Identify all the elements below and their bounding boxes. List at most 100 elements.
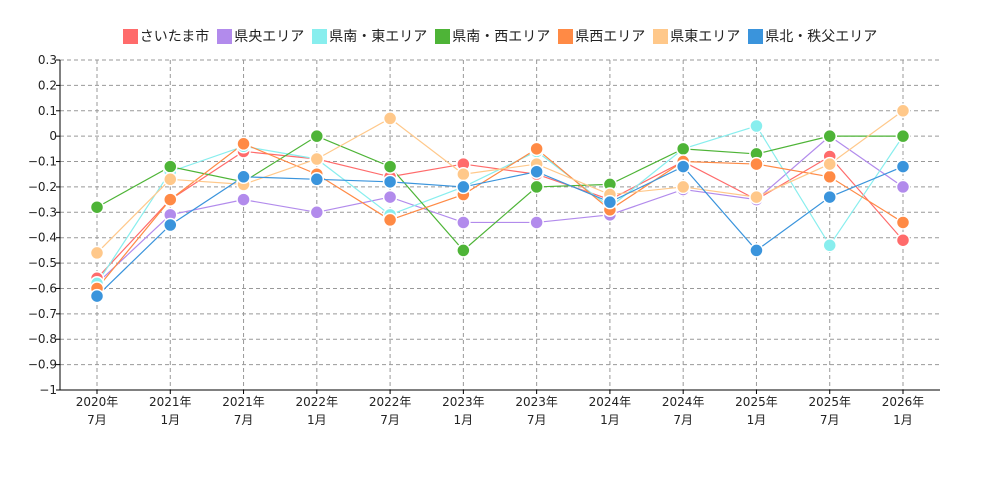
y-tick-label: −0.7 — [28, 307, 57, 321]
legend-item[interactable]: 県央エリア — [217, 26, 304, 46]
x-tick-label: 2021年 — [149, 395, 192, 409]
data-point — [602, 194, 618, 210]
data-point — [163, 159, 178, 174]
data-point — [822, 128, 837, 144]
legend-item[interactable]: 県西エリア — [558, 26, 645, 46]
y-tick-label: −0.6 — [28, 281, 57, 295]
legend-label: さいたま市 — [139, 29, 210, 45]
data-point — [822, 238, 837, 253]
y-tick-label: 0.2 — [38, 78, 57, 92]
data-point — [163, 192, 178, 207]
legend-swatch — [748, 28, 764, 44]
data-point — [382, 189, 398, 205]
x-tick-label: 2024年 — [589, 395, 632, 409]
y-tick-label: 0 — [49, 129, 57, 143]
series-line — [96, 143, 904, 289]
legend-item[interactable]: 県東エリア — [653, 26, 740, 46]
data-point — [382, 174, 398, 190]
y-tick-label: −0.4 — [28, 231, 57, 245]
x-tick-label: 1月 — [893, 413, 913, 427]
y-tick-label: −0.3 — [28, 205, 57, 219]
chart-legend: さいたま市 県央エリア 県南・東エリア 県南・西エリア 県西エリア 県東エリア 県北・秩父エ… — [0, 26, 1000, 46]
y-tick-label: −0.2 — [28, 180, 57, 194]
y-tick-label: 0.1 — [38, 104, 57, 118]
x-tick-label: 2021年 — [222, 395, 265, 409]
data-point — [895, 179, 911, 195]
y-tick-label: −0.8 — [28, 332, 57, 346]
data-point — [456, 215, 471, 230]
data-point — [382, 159, 398, 174]
data-point — [529, 215, 544, 230]
legend-item[interactable]: さいたま市 — [122, 26, 210, 46]
x-tick-label: 1月 — [747, 413, 767, 427]
series-line — [96, 135, 903, 252]
data-point — [89, 288, 105, 304]
data-point — [529, 164, 544, 179]
x-tick-label: 1月 — [600, 413, 620, 427]
data-point — [382, 212, 398, 228]
data-point — [456, 179, 471, 195]
data-point — [529, 179, 544, 195]
data-point — [895, 215, 911, 230]
legend-swatch — [122, 28, 138, 44]
data-point — [675, 179, 691, 195]
y-tick-label: 0.3 — [38, 53, 57, 67]
x-tick-label: 2023年 — [515, 395, 558, 409]
data-point — [89, 199, 105, 215]
y-tick-label: −0.9 — [28, 358, 57, 372]
x-tick-label: 1月 — [307, 413, 327, 427]
x-tick-label: 2025年 — [808, 395, 851, 409]
legend-label: 県東エリア — [670, 29, 741, 45]
data-point — [895, 232, 911, 248]
legend-swatch — [558, 28, 574, 44]
data-point — [895, 128, 911, 144]
data-point — [895, 159, 911, 174]
y-tick-label: −0.5 — [28, 256, 57, 270]
x-tick-label: 2020年 — [76, 395, 119, 409]
series-line — [96, 150, 904, 279]
legend-label: 県央エリア — [234, 29, 305, 45]
data-point — [529, 141, 544, 157]
legend-swatch — [435, 28, 451, 44]
data-point — [236, 136, 251, 152]
data-point — [822, 169, 837, 185]
x-tick-label: 7月 — [673, 413, 693, 427]
data-point — [236, 169, 251, 185]
data-point — [309, 128, 325, 144]
data-point — [895, 103, 911, 119]
x-tick-label: 7月 — [527, 413, 547, 427]
legend-label: 県南・東エリア — [329, 29, 428, 45]
x-tick-label: 2022年 — [369, 395, 412, 409]
series-line — [96, 135, 904, 284]
legend-label: 県西エリア — [575, 29, 646, 45]
x-tick-label: 2024年 — [662, 395, 705, 409]
data-point — [163, 172, 178, 187]
legend-item[interactable]: 県北・秩父エリア — [748, 26, 877, 46]
legend-label: 県北・秩父エリア — [765, 29, 878, 45]
legend-label: 県南・西エリア — [452, 29, 551, 45]
x-tick-label: 7月 — [820, 413, 840, 427]
data-point — [749, 156, 764, 172]
legend-item[interactable]: 県南・東エリア — [312, 26, 427, 46]
legend-swatch — [653, 28, 669, 44]
x-tick-label: 7月 — [234, 413, 254, 427]
legend-swatch — [217, 28, 233, 44]
x-tick-label: 7月 — [87, 413, 107, 427]
data-point — [822, 156, 837, 172]
data-point — [749, 189, 764, 205]
data-point — [675, 141, 691, 157]
data-point — [675, 159, 691, 174]
x-tick-label: 2023年 — [442, 395, 485, 409]
x-tick-label: 1月 — [160, 413, 180, 427]
data-point — [309, 205, 325, 220]
legend-swatch — [312, 28, 328, 44]
data-point — [309, 151, 325, 167]
data-point — [822, 189, 837, 205]
legend-item[interactable]: 県南・西エリア — [435, 26, 550, 46]
x-tick-label: 2022年 — [296, 395, 339, 409]
data-point — [749, 118, 764, 134]
data-point — [163, 217, 178, 233]
x-tick-label: 1月 — [454, 413, 474, 427]
y-tick-label: −0.1 — [28, 155, 57, 169]
